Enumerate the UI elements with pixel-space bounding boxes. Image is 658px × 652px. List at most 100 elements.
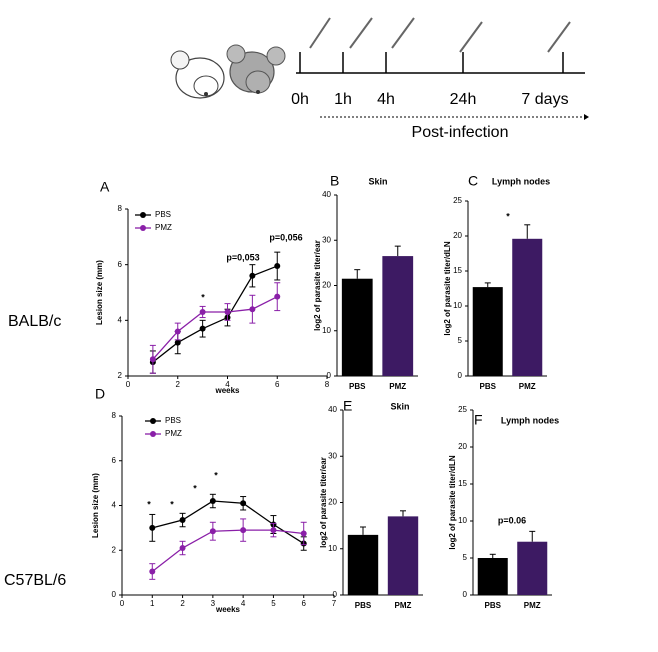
y-tick-label: 40 <box>328 405 337 414</box>
panel-label: F <box>474 412 483 428</box>
annotation: * <box>214 470 218 480</box>
y-tick-label: 10 <box>328 544 337 553</box>
y-tick-label: 20 <box>453 231 462 240</box>
panel-label: D <box>95 386 105 402</box>
y-axis-label: log2 of parasite titer/dLN <box>448 455 457 549</box>
data-point <box>300 530 307 537</box>
x-tick-label: PMZ <box>519 382 536 391</box>
timepoint: 0h <box>291 91 309 108</box>
chart-title: Lymph nodes <box>492 176 550 186</box>
series-line <box>152 265 278 363</box>
y-tick-label: 4 <box>118 315 123 324</box>
y-tick-label: 30 <box>322 235 331 244</box>
x-tick-label: 4 <box>225 380 230 389</box>
x-tick-label: 1 <box>150 599 155 608</box>
y-tick-label: 10 <box>453 301 462 310</box>
chart-title: Lymph nodes <box>501 415 559 425</box>
data-point <box>224 308 231 315</box>
bar <box>387 516 419 595</box>
y-tick-label: 5 <box>458 336 463 345</box>
x-axis-label: weeks <box>215 605 241 614</box>
legend-label: PBS <box>155 210 171 219</box>
annotation: * <box>193 483 197 493</box>
y-tick-label: 8 <box>118 204 123 213</box>
legend-marker <box>140 225 146 231</box>
x-tick-label: 2 <box>180 599 185 608</box>
x-tick-label: PBS <box>355 601 372 610</box>
panel-label: C <box>468 173 478 189</box>
bar <box>472 287 503 376</box>
y-tick-label: 20 <box>328 498 337 507</box>
bar <box>341 278 373 376</box>
data-point <box>270 527 277 534</box>
y-tick-label: 10 <box>322 326 331 335</box>
x-tick-label: 0 <box>120 599 125 608</box>
x-tick-label: 2 <box>176 380 181 389</box>
y-tick-label: 40 <box>322 190 331 199</box>
data-point <box>209 528 216 535</box>
legend-marker <box>140 212 146 218</box>
chart-title: Skin <box>368 176 387 186</box>
annotation: * <box>506 211 510 221</box>
x-tick-label: PMZ <box>524 601 541 610</box>
y-tick-label: 0 <box>333 590 338 599</box>
bar <box>512 238 543 376</box>
series-line <box>152 296 278 360</box>
legend-label: PBS <box>165 416 181 425</box>
y-tick-label: 0 <box>458 371 463 380</box>
x-tick-label: 7 <box>332 599 337 608</box>
y-tick-label: 0 <box>327 371 332 380</box>
x-axis-label: weeks <box>214 386 240 395</box>
y-tick-label: 0 <box>112 590 117 599</box>
y-tick-label: 15 <box>458 479 467 488</box>
y-tick-label: 10 <box>458 516 467 525</box>
data-point <box>199 308 206 315</box>
x-tick-label: 5 <box>271 599 276 608</box>
x-tick-label: PBS <box>480 382 497 391</box>
y-axis-label: Lesion size (mm) <box>95 260 104 325</box>
y-tick-label: 2 <box>112 545 117 554</box>
series-line <box>152 500 305 545</box>
annotation: * <box>147 499 151 509</box>
mice <box>170 44 286 99</box>
timepoint: 4h <box>377 91 395 108</box>
timepoint: 1h <box>334 91 352 108</box>
x-tick-label: PBS <box>485 601 502 610</box>
y-tick-label: 8 <box>112 411 117 420</box>
legend-marker <box>150 418 156 424</box>
data-point <box>149 356 156 363</box>
chart-title: Skin <box>390 401 409 411</box>
data-point <box>249 272 256 279</box>
y-axis-label: log2 of parasite titer/ear <box>313 240 322 331</box>
syringes <box>309 17 571 53</box>
y-tick-label: 20 <box>322 281 331 290</box>
y-tick-label: 20 <box>458 442 467 451</box>
bar <box>517 541 548 595</box>
bar <box>347 534 379 595</box>
y-tick-label: 25 <box>458 405 467 414</box>
y-tick-label: 6 <box>112 456 117 465</box>
timepoint: 24h <box>450 91 477 108</box>
y-tick-label: 0 <box>463 590 468 599</box>
legend-label: PMZ <box>155 223 172 232</box>
x-tick-label: 4 <box>241 599 246 608</box>
x-tick-label: PBS <box>349 382 366 391</box>
data-point <box>179 545 186 552</box>
annotation: * <box>170 499 174 509</box>
data-point <box>179 517 186 524</box>
y-axis-label: log2 of parasite titer/ear <box>319 457 328 548</box>
panel-label: A <box>100 179 110 195</box>
y-tick-label: 4 <box>112 501 117 510</box>
y-tick-label: 6 <box>118 260 123 269</box>
y-axis-label: log2 of parasite titer/dLN <box>443 241 452 335</box>
data-point <box>240 500 247 507</box>
caption: Post-infection <box>412 124 509 141</box>
y-tick-label: 15 <box>453 266 462 275</box>
data-point <box>249 306 256 313</box>
row-label: C57BL/6 <box>4 572 66 589</box>
annotation: * <box>201 292 205 302</box>
data-point <box>174 339 181 346</box>
series-line <box>151 529 304 573</box>
data-point <box>274 263 281 270</box>
